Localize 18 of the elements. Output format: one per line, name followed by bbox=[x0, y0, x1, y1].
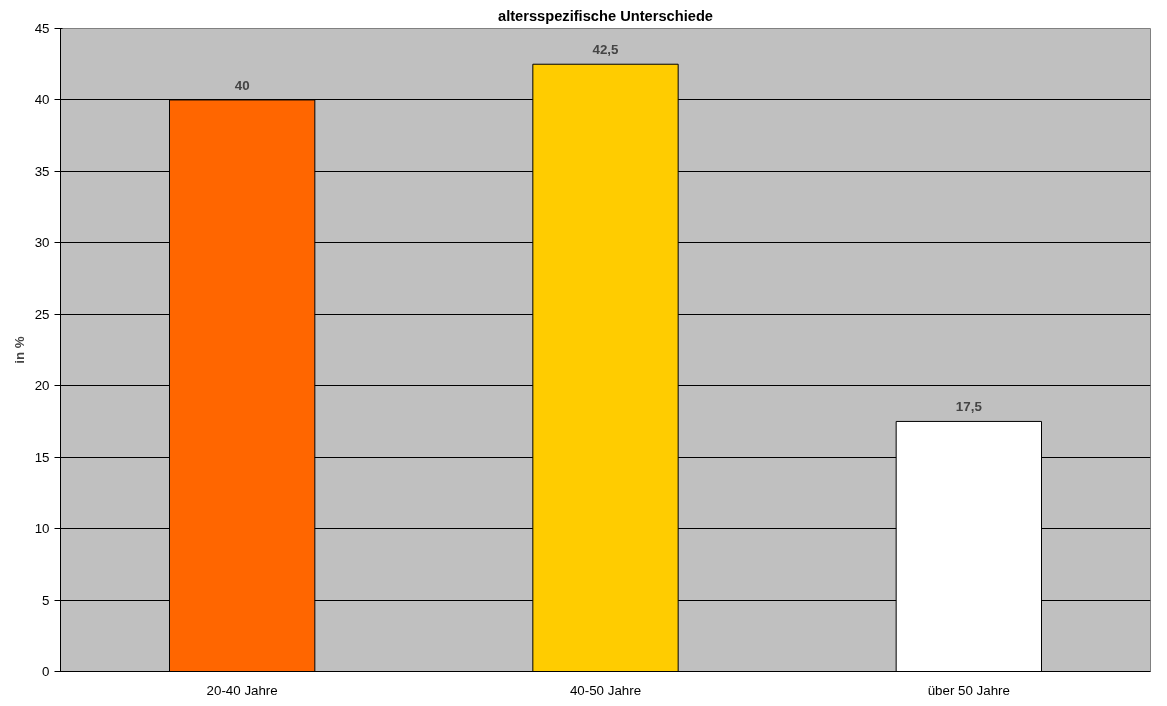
y-tick-label: 5 bbox=[42, 592, 50, 608]
y-tick-label: 40 bbox=[34, 92, 50, 108]
y-tick-label: 0 bbox=[42, 664, 50, 679]
x-tick-label: 20-40 Jahre bbox=[206, 682, 278, 698]
chart-title: altersspezifische Unterschiede bbox=[497, 7, 714, 24]
y-tick-label: 20 bbox=[34, 378, 50, 394]
x-tick-label: 40-50 Jahre bbox=[569, 682, 642, 698]
y-tick-label: 30 bbox=[34, 235, 50, 251]
y-tick-label: 25 bbox=[34, 306, 50, 322]
y-axis-title: in % bbox=[11, 336, 27, 364]
y-tick-label: 35 bbox=[34, 163, 50, 179]
y-tick-label: 10 bbox=[34, 521, 50, 537]
data-label: 40 bbox=[234, 77, 250, 93]
y-tick-label: 45 bbox=[34, 21, 50, 36]
x-tick-label: über 50 Jahre bbox=[927, 682, 1010, 698]
y-tick-label: 15 bbox=[34, 449, 50, 465]
data-label: 42,5 bbox=[592, 42, 620, 58]
data-label: 17,5 bbox=[955, 399, 983, 415]
